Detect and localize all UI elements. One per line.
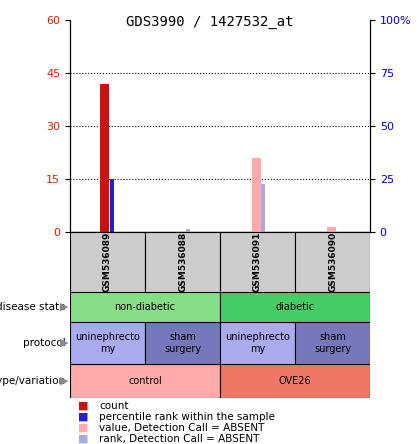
Text: GSM536090: GSM536090 xyxy=(328,232,337,292)
Bar xyxy=(220,322,295,364)
Text: GSM536089: GSM536089 xyxy=(103,232,112,292)
Text: uninephrecto
my: uninephrecto my xyxy=(225,332,290,354)
Bar xyxy=(70,364,220,398)
Bar xyxy=(110,179,114,232)
Text: GSM536088: GSM536088 xyxy=(178,232,187,292)
Text: genotype/variation: genotype/variation xyxy=(0,376,66,386)
Text: ▶: ▶ xyxy=(60,302,69,312)
Text: protocol: protocol xyxy=(23,338,66,348)
Bar xyxy=(186,229,190,232)
Bar xyxy=(70,322,145,364)
Bar xyxy=(326,227,336,232)
Bar xyxy=(260,184,265,232)
Bar xyxy=(295,322,370,364)
Bar xyxy=(145,322,220,364)
Text: GSM536091: GSM536091 xyxy=(253,232,262,292)
Text: sham
surgery: sham surgery xyxy=(314,332,351,354)
Bar xyxy=(220,364,370,398)
Bar xyxy=(100,83,109,232)
Text: OVE26: OVE26 xyxy=(279,376,311,386)
Text: rank, Detection Call = ABSENT: rank, Detection Call = ABSENT xyxy=(100,433,260,444)
Text: ■: ■ xyxy=(79,423,89,432)
Text: percentile rank within the sample: percentile rank within the sample xyxy=(100,412,275,422)
Text: disease state: disease state xyxy=(0,302,66,312)
Text: diabetic: diabetic xyxy=(276,302,315,312)
Text: non-diabetic: non-diabetic xyxy=(115,302,176,312)
Text: GDS3990 / 1427532_at: GDS3990 / 1427532_at xyxy=(126,15,294,29)
Bar xyxy=(145,232,220,292)
Text: control: control xyxy=(128,376,162,386)
Text: sham
surgery: sham surgery xyxy=(164,332,201,354)
Bar xyxy=(252,158,260,232)
Text: ■: ■ xyxy=(79,400,89,411)
Bar xyxy=(295,232,370,292)
Bar xyxy=(70,232,145,292)
Bar xyxy=(70,292,220,322)
Text: ▶: ▶ xyxy=(60,376,69,386)
Bar xyxy=(220,292,370,322)
Text: ▶: ▶ xyxy=(60,338,69,348)
Text: value, Detection Call = ABSENT: value, Detection Call = ABSENT xyxy=(100,423,265,432)
Text: count: count xyxy=(100,400,129,411)
Bar xyxy=(220,232,295,292)
Text: uninephrecto
my: uninephrecto my xyxy=(75,332,140,354)
Text: ■: ■ xyxy=(79,433,89,444)
Text: ■: ■ xyxy=(79,412,89,422)
